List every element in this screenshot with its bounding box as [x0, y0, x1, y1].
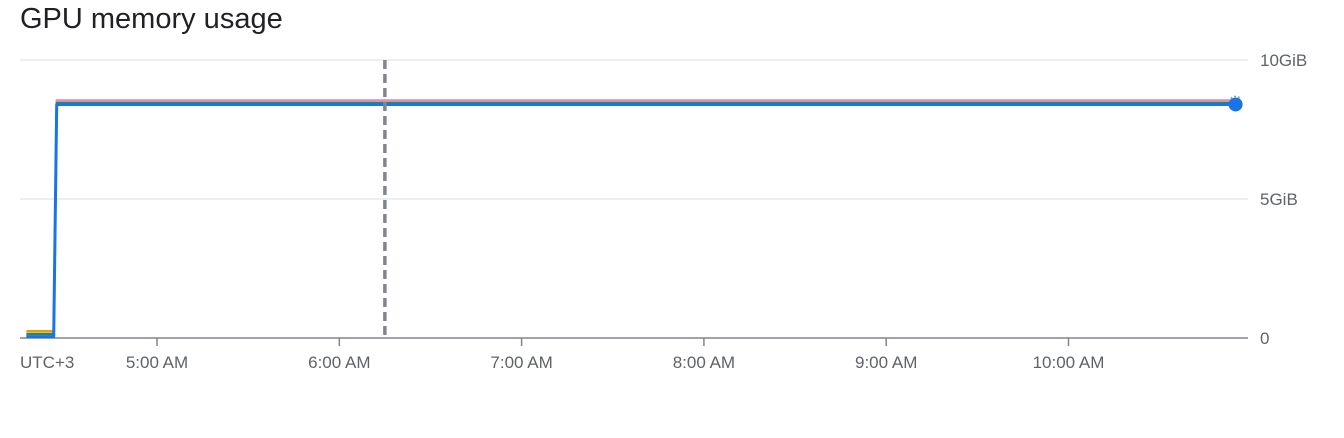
x-tick-label: 8:00 AM [673, 353, 735, 372]
y-tick-label: 10GiB [1260, 51, 1307, 70]
series-line[interactable] [26, 102, 1236, 338]
x-tick-label: 9:00 AM [855, 353, 917, 372]
chart-title: GPU memory usage [20, 3, 283, 35]
tick-labels: 0 5GiB 10GiB UTC+3 5:00 AM 6:00 AM 7:00 AM 8:00… [20, 51, 1307, 372]
y-tick-label: 0 [1260, 329, 1269, 348]
x-tick-label: 5:00 AM [126, 353, 188, 372]
series-line[interactable] [26, 103, 1236, 339]
x-tick-label: 7:00 AM [490, 353, 552, 372]
series-line[interactable] [26, 99, 1236, 337]
series-line[interactable] [26, 101, 1236, 335]
series-line[interactable] [26, 101, 1236, 333]
series-lines[interactable] [26, 95, 1243, 339]
endpoint-halo [1230, 95, 1242, 100]
y-tick-label: 5GiB [1260, 190, 1298, 209]
timezone-label: UTC+3 [20, 353, 74, 372]
axes [20, 337, 1248, 346]
series-endpoint[interactable] [1228, 97, 1243, 112]
x-tick-label: 6:00 AM [308, 353, 370, 372]
gridlines [20, 59, 1248, 200]
x-tick-label: 10:00 AM [1033, 353, 1105, 372]
